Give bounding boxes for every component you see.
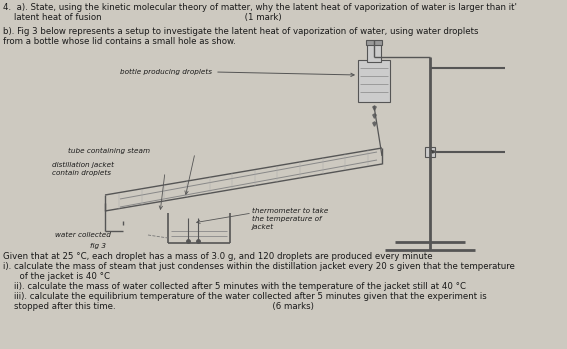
Text: T: T (431, 149, 435, 155)
Text: ii). calculate the mass of water collected after 5 minutes with the temperature : ii). calculate the mass of water collect… (3, 282, 466, 291)
Text: the temperature of: the temperature of (252, 216, 321, 222)
Text: fig 3: fig 3 (90, 243, 106, 249)
Text: of the jacket is 40 °C: of the jacket is 40 °C (3, 272, 110, 281)
Bar (366, 40, 382, 45)
Bar (367, 44, 381, 62)
Text: tube containing steam: tube containing steam (68, 148, 150, 154)
Text: water collected: water collected (55, 232, 111, 238)
Bar (425, 147, 435, 157)
Text: stopped after this time.                                                        : stopped after this time. (3, 302, 314, 311)
Text: from a bottle whose lid contains a small hole as show.: from a bottle whose lid contains a small… (3, 37, 236, 46)
Bar (358, 60, 390, 102)
Text: distillation jacket: distillation jacket (52, 162, 114, 168)
Text: contain droplets: contain droplets (52, 170, 111, 176)
Text: latent heat of fusion                                                    (1 mark: latent heat of fusion (1 mark (3, 13, 282, 22)
Text: thermometer to take: thermometer to take (252, 208, 328, 214)
Text: bottle producing droplets: bottle producing droplets (120, 69, 212, 75)
Text: i). calculate the mass of steam that just condenses within the distillation jack: i). calculate the mass of steam that jus… (3, 262, 515, 271)
Text: 4.  a). State, using the kinetic molecular theory of matter, why the latent heat: 4. a). State, using the kinetic molecula… (3, 3, 517, 12)
Text: Given that at 25 °C, each droplet has a mass of 3.0 g, and 120 droplets are prod: Given that at 25 °C, each droplet has a … (3, 252, 433, 261)
Text: iii). calculate the equilibrium temperature of the water collected after 5 minut: iii). calculate the equilibrium temperat… (3, 292, 486, 301)
Text: jacket: jacket (252, 224, 274, 230)
Text: b). Fig 3 below represents a setup to investigate the latent heat of vaporizatio: b). Fig 3 below represents a setup to in… (3, 27, 479, 36)
